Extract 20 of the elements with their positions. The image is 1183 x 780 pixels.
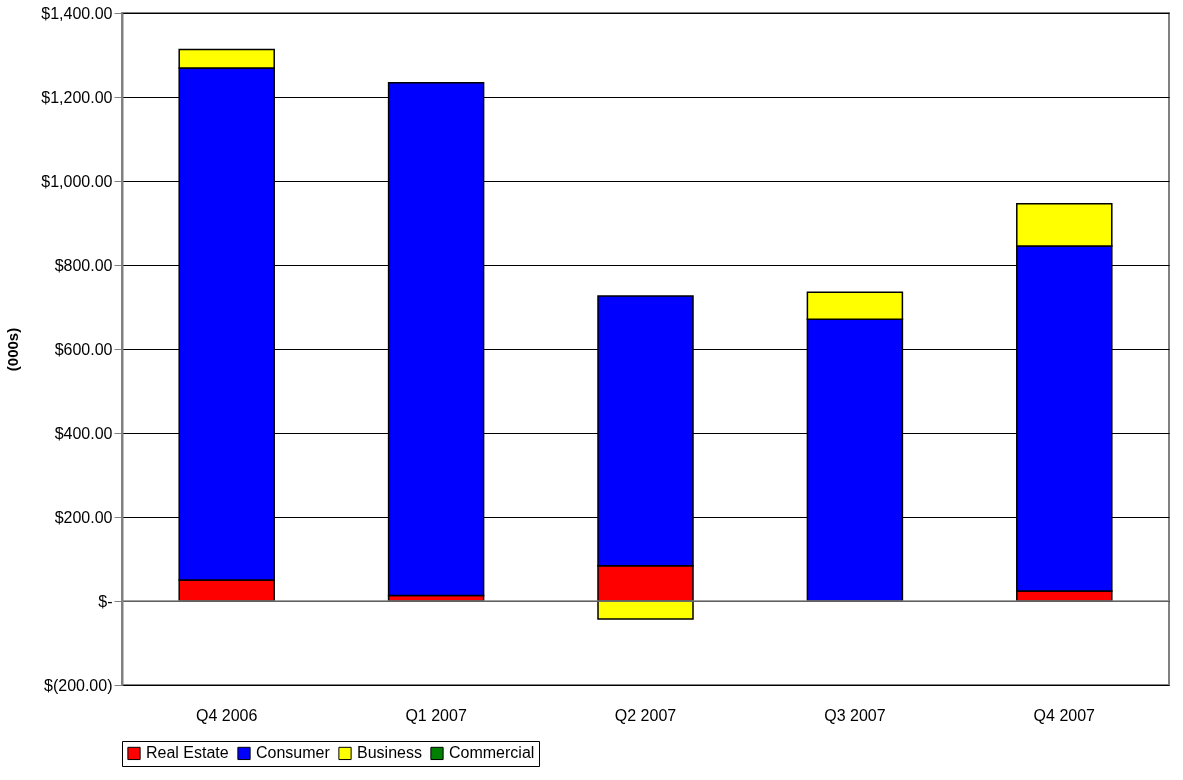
y-tick-label: $1,200.00 <box>41 88 113 106</box>
x-tick-label: Q4 2007 <box>1033 706 1096 724</box>
legend-label: Consumer <box>256 744 331 762</box>
y-tick-label: $600.00 <box>54 340 113 358</box>
y-tick-label: $200.00 <box>54 508 113 526</box>
y-tick-label: $- <box>98 592 113 610</box>
x-tick-label: Q1 2007 <box>405 706 467 724</box>
y-tick-label: $1,000.00 <box>41 172 113 190</box>
y-tick-label: $1,400.00 <box>41 4 113 22</box>
legend-label: Business <box>357 744 422 762</box>
y-tick-label: $(200.00) <box>44 676 113 694</box>
bar <box>597 600 694 620</box>
y-axis-title: (000s) <box>4 327 22 372</box>
x-tick-label: Q3 2007 <box>824 706 886 724</box>
y-tick-label: $800.00 <box>54 256 113 274</box>
y-tick-label: $400.00 <box>54 424 113 442</box>
legend-label: Commercial <box>449 744 535 762</box>
x-tick-label: Q4 2006 <box>196 706 258 724</box>
x-tick-label: Q2 2007 <box>614 706 677 724</box>
legend-label: Real Estate <box>146 744 229 762</box>
